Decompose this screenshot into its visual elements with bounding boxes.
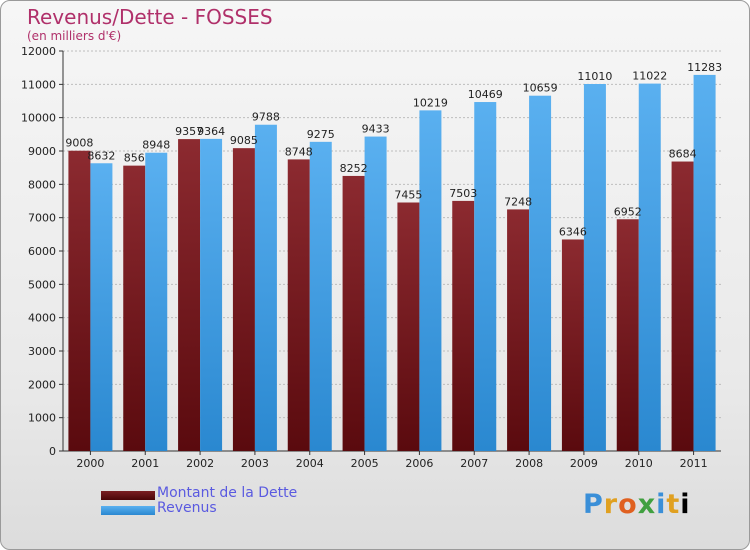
bar-debt	[671, 161, 694, 452]
logo-letter: P	[583, 489, 604, 520]
y-tick-label: 0	[49, 445, 56, 458]
bar-revenue	[583, 84, 606, 451]
bar-debt	[452, 200, 475, 451]
y-tick-label: 2000	[28, 378, 56, 391]
bar-debt	[68, 150, 91, 451]
y-tick-label: 1000	[28, 412, 56, 425]
x-tick-label: 2011	[680, 457, 708, 470]
x-tick-label: 2010	[625, 457, 653, 470]
x-tick-label: 2008	[515, 457, 543, 470]
logo-letter: i	[656, 489, 667, 520]
bar-revenue	[529, 95, 552, 451]
bar-debt	[507, 209, 530, 451]
data-label-revenue: 8632	[87, 149, 115, 162]
data-label-debt: 6952	[614, 205, 642, 218]
bar-debt	[232, 148, 255, 451]
logo-letter: x	[637, 489, 657, 520]
data-label-debt: 8684	[669, 148, 697, 161]
bar-revenue	[419, 110, 442, 451]
data-label-revenue: 9788	[252, 111, 280, 124]
data-label-revenue: 8948	[142, 139, 170, 152]
y-tick-label: 6000	[28, 245, 56, 258]
y-tick-label: 5000	[28, 278, 56, 291]
y-tick-label: 11000	[21, 78, 56, 91]
data-label-debt: 8252	[340, 162, 368, 175]
x-tick-label: 2004	[296, 457, 324, 470]
data-label-revenue: 9364	[197, 125, 225, 138]
bar-revenue	[145, 152, 168, 451]
data-label-revenue: 9275	[307, 128, 335, 141]
bar-revenue	[90, 163, 113, 451]
x-tick-label: 2007	[460, 457, 488, 470]
bar-debt	[342, 175, 365, 451]
logo-letter: r	[603, 489, 619, 520]
legend-swatch-debt	[101, 491, 155, 500]
data-label-debt: 7503	[449, 187, 477, 200]
y-tick-label: 10000	[21, 112, 56, 125]
data-label-revenue: 11283	[687, 61, 722, 74]
bar-revenue	[254, 124, 277, 451]
data-label-debt: 7248	[504, 195, 532, 208]
data-label-debt: 9008	[65, 137, 93, 150]
logo-letter: i	[680, 489, 691, 520]
logo-letter: o	[618, 489, 638, 520]
axes: 0 1000 2000 3000 4000 5000 6000 7000 8000 9000 100…	[21, 45, 721, 470]
bar-debt	[287, 159, 310, 451]
y-tick-label: 12000	[21, 45, 56, 58]
bar-debt	[616, 219, 639, 451]
x-tick-label: 2006	[405, 457, 433, 470]
data-label-revenue: 11010	[577, 70, 612, 83]
data-label-revenue: 10659	[523, 82, 558, 95]
legend-label-revenue: Revenus	[157, 500, 217, 516]
data-label-debt: 6346	[559, 225, 587, 238]
y-tick-label: 9000	[28, 145, 56, 158]
data-label-debt: 7455	[394, 189, 422, 202]
bar-revenue	[474, 102, 497, 452]
bar-revenue	[364, 136, 387, 452]
x-tick-label: 2000	[76, 457, 104, 470]
chart-title: Revenus/Dette - FOSSES	[27, 5, 273, 29]
logo-letter: t	[666, 489, 681, 520]
bar-debt	[123, 165, 146, 451]
data-label-revenue: 9433	[362, 123, 390, 136]
bar-revenue	[638, 83, 661, 451]
bar-debt	[178, 139, 201, 451]
bar-debt	[397, 202, 420, 451]
x-tick-label: 2005	[351, 457, 379, 470]
chart-subtitle: (en milliers d'€)	[27, 29, 122, 43]
x-tick-label: 2009	[570, 457, 598, 470]
bars	[68, 74, 716, 452]
x-tick-label: 2002	[186, 457, 214, 470]
proxiti-logo: Proxiti	[583, 489, 691, 520]
legend-label-debt: Montant de la Dette	[157, 485, 298, 501]
data-label-revenue: 10469	[468, 88, 503, 101]
bar-revenue	[309, 141, 332, 452]
bar-debt	[561, 239, 584, 451]
y-tick-label: 4000	[28, 312, 56, 325]
data-label-revenue: 10219	[413, 96, 448, 109]
x-tick-label: 2003	[241, 457, 269, 470]
y-tick-label: 7000	[28, 212, 56, 225]
bar-revenue	[200, 138, 223, 451]
data-label-revenue: 11022	[632, 70, 667, 83]
y-tick-label: 3000	[28, 345, 56, 358]
data-label-debt: 856	[124, 152, 145, 165]
legend-swatch-revenue	[101, 506, 155, 515]
data-label-debt: 8748	[285, 145, 313, 158]
y-tick-label: 8000	[28, 178, 56, 191]
data-label-debt: 9357	[175, 125, 203, 138]
bar-revenue	[693, 74, 716, 452]
data-label-debt: 9085	[230, 134, 258, 147]
x-tick-label: 2001	[131, 457, 159, 470]
